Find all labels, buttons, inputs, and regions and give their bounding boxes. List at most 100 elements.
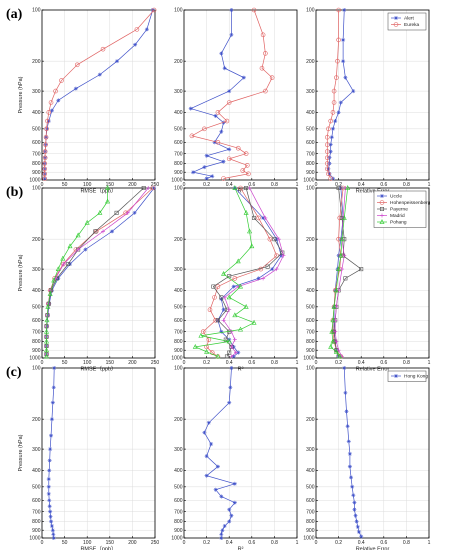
legend-marker	[379, 207, 384, 212]
data-point	[347, 451, 352, 456]
data-point	[243, 151, 249, 156]
data-point	[42, 166, 48, 172]
data-point	[212, 140, 217, 145]
axes-box	[183, 9, 298, 181]
data-point	[359, 534, 364, 539]
x-tick-label: 0.6	[248, 182, 255, 188]
legend-box	[387, 370, 427, 382]
data-point	[330, 338, 336, 344]
data-point	[42, 161, 48, 166]
y-tick-label: 600	[32, 498, 41, 504]
data-point	[228, 385, 233, 390]
series-line	[343, 367, 362, 537]
x-tick-label: 0.2	[203, 182, 210, 188]
data-point	[212, 295, 217, 300]
data-point	[342, 366, 347, 370]
data-point	[343, 390, 348, 395]
data-point	[229, 32, 234, 37]
y-tick-label: 300	[174, 267, 183, 273]
data-point	[276, 237, 281, 242]
x-tick-label: 0.6	[380, 360, 387, 366]
data-point	[114, 210, 119, 215]
y-tick-label: 500	[174, 305, 183, 311]
data-point	[198, 332, 204, 338]
y-tick-label: 1000	[303, 356, 314, 362]
data-point	[67, 243, 73, 249]
x-tick-label: 1	[428, 182, 431, 188]
data-point	[243, 209, 249, 215]
data-point	[51, 277, 57, 283]
y-tick-label: 600	[174, 140, 183, 146]
x-tick-label: 0.2	[203, 360, 210, 366]
data-point	[55, 266, 61, 272]
y-tick-label: 300	[306, 447, 315, 453]
data-point	[333, 119, 338, 124]
data-point	[219, 536, 224, 540]
data-point	[42, 149, 48, 154]
x-tick-label: 0	[183, 360, 186, 366]
data-point	[151, 7, 157, 13]
data-point	[341, 59, 346, 64]
legend-entry: Hohenpeissenberg	[390, 200, 431, 206]
data-point	[56, 276, 61, 281]
data-point	[324, 161, 330, 166]
y-tick-label: 400	[32, 288, 41, 294]
x-tick-label: 0.2	[203, 540, 210, 546]
series-alert	[188, 8, 246, 181]
legend-entry: Payerne	[390, 207, 408, 213]
x-tick-label: 50	[62, 360, 68, 366]
data-point	[105, 185, 111, 190]
data-point	[350, 484, 355, 489]
data-point	[331, 100, 337, 105]
data-point	[150, 185, 156, 191]
data-point	[204, 153, 209, 158]
data-point	[202, 430, 207, 435]
y-tick-label: 500	[32, 127, 41, 133]
y-tick-label: 700	[174, 329, 183, 335]
series-line	[189, 10, 245, 179]
series-eureka	[189, 7, 275, 181]
data-point	[339, 236, 345, 242]
data-point	[227, 350, 232, 355]
data-point	[326, 166, 331, 171]
y-tick-label: 800	[306, 519, 315, 525]
data-point	[219, 329, 224, 334]
data-point	[261, 276, 266, 281]
x-axis-label: RMSE（ppb）	[80, 546, 116, 550]
data-point	[50, 400, 55, 405]
series-line	[330, 187, 348, 357]
series-line	[46, 188, 108, 357]
data-point	[326, 171, 331, 177]
data-point	[351, 493, 356, 498]
data-point	[226, 100, 232, 105]
data-point	[223, 337, 228, 342]
y-axis-label: Pressure (hPa)	[18, 76, 24, 113]
data-point	[334, 339, 339, 344]
data-point	[222, 66, 227, 71]
y-tick-label: 400	[174, 110, 183, 116]
y-tick-label: 600	[306, 140, 315, 146]
legend-entry: Alert	[404, 16, 415, 22]
data-point	[44, 353, 50, 359]
data-point	[219, 129, 224, 134]
data-point	[263, 215, 268, 220]
data-point	[97, 209, 103, 215]
data-point	[227, 507, 232, 512]
data-point	[44, 126, 49, 132]
data-point	[152, 186, 157, 190]
data-point	[336, 266, 342, 272]
data-point	[241, 75, 246, 80]
y-tick-label: 100	[174, 8, 183, 14]
data-point	[330, 110, 336, 115]
y-tick-label: 500	[306, 305, 315, 311]
data-point	[226, 156, 232, 162]
y-tick-label: 500	[306, 127, 315, 133]
data-point	[232, 276, 238, 281]
data-point	[265, 264, 270, 269]
data-point	[333, 287, 339, 293]
x-tick-label: 1	[428, 540, 431, 546]
